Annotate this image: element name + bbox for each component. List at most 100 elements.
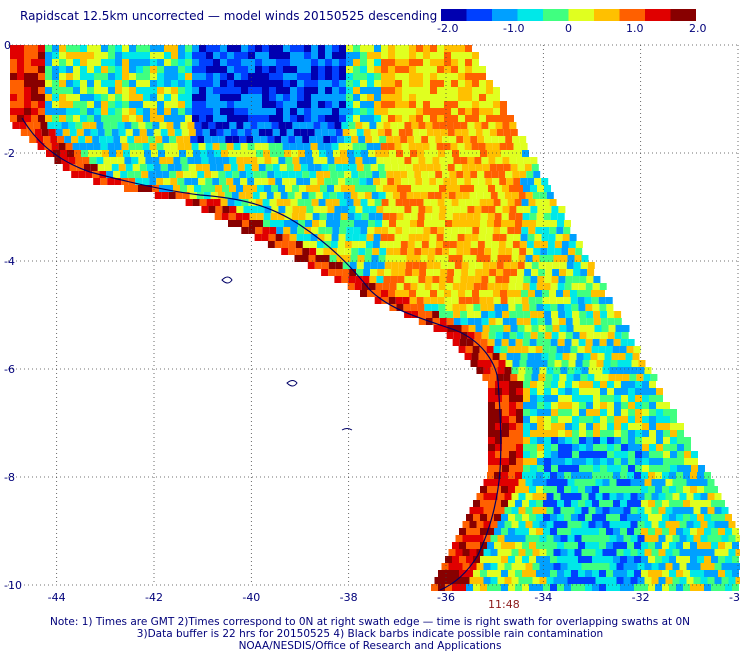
wind-pixel (684, 465, 691, 472)
wind-pixel (533, 563, 540, 570)
wind-pixel (367, 108, 374, 115)
wind-pixel (155, 171, 162, 178)
wind-pixel (575, 493, 582, 500)
wind-pixel (425, 283, 432, 290)
wind-pixel (541, 360, 548, 367)
wind-pixel (46, 150, 53, 157)
wind-pixel (226, 178, 233, 185)
wind-pixel (589, 493, 596, 500)
wind-pixel (614, 388, 621, 395)
wind-pixel (148, 171, 155, 178)
wind-pixel (555, 360, 562, 367)
wind-pixel (711, 556, 718, 563)
wind-pixel (199, 94, 206, 101)
wind-pixel (466, 542, 473, 549)
wind-pixel (214, 150, 221, 157)
wind-pixel (378, 262, 385, 269)
wind-pixel (579, 465, 586, 472)
wind-pixel (451, 87, 458, 94)
wind-pixel (52, 115, 59, 122)
wind-pixel (613, 514, 620, 521)
wind-pixel (593, 339, 600, 346)
wind-pixel (248, 87, 255, 94)
wind-pixel (474, 276, 481, 283)
wind-pixel (302, 136, 309, 143)
wind-pixel (496, 318, 503, 325)
wind-pixel (509, 185, 516, 192)
wind-pixel (277, 150, 284, 157)
wind-pixel (423, 290, 430, 297)
wind-pixel (414, 171, 421, 178)
wind-pixel (241, 66, 248, 73)
wind-pixel (452, 542, 459, 549)
wind-pixel (519, 549, 526, 556)
wind-pixel (395, 101, 402, 108)
wind-pixel (411, 122, 418, 129)
wind-pixel (31, 108, 38, 115)
wind-pixel (585, 542, 592, 549)
wind-pixel (351, 171, 358, 178)
wind-pixel (484, 577, 491, 584)
wind-pixel (421, 192, 428, 199)
wind-pixel (656, 458, 663, 465)
wind-pixel (476, 262, 483, 269)
wind-pixel (599, 472, 606, 479)
wind-pixel (337, 248, 344, 255)
wind-pixel (512, 493, 519, 500)
wind-pixel (73, 66, 80, 73)
wind-pixel (652, 563, 659, 570)
wind-pixel (663, 444, 670, 451)
wind-pixel (385, 129, 392, 136)
wind-pixel (80, 94, 87, 101)
wind-pixel (227, 143, 234, 150)
wind-pixel (663, 458, 670, 465)
wind-pixel (93, 178, 100, 185)
wind-pixel (229, 185, 236, 192)
wind-pixel (444, 87, 451, 94)
wind-pixel (488, 381, 495, 388)
wind-pixel (206, 80, 213, 87)
wind-pixel (519, 521, 526, 528)
wind-pixel (305, 199, 312, 206)
wind-pixel (306, 206, 313, 213)
wind-pixel (617, 563, 624, 570)
wind-pixel (292, 206, 299, 213)
wind-pixel (320, 213, 327, 220)
wind-pixel (304, 143, 311, 150)
wind-pixel (465, 227, 472, 234)
wind-pixel (544, 185, 551, 192)
wind-pixel (425, 311, 432, 318)
wind-pixel (630, 367, 637, 374)
wind-pixel (101, 59, 108, 66)
wind-pixel (593, 465, 600, 472)
wind-pixel (494, 584, 501, 591)
wind-pixel (673, 577, 680, 584)
wind-pixel (453, 122, 460, 129)
wind-pixel (635, 451, 642, 458)
wind-pixel (141, 136, 148, 143)
wind-pixel (479, 353, 486, 360)
wind-pixel (404, 283, 411, 290)
wind-pixel (479, 101, 486, 108)
wind-pixel (528, 353, 535, 360)
wind-pixel (550, 514, 557, 521)
wind-pixel (590, 360, 597, 367)
wind-pixel (677, 458, 684, 465)
wind-pixel (176, 136, 183, 143)
wind-pixel (617, 479, 624, 486)
wind-pixel (388, 66, 395, 73)
wind-pixel (346, 59, 353, 66)
wind-pixel (150, 52, 157, 59)
wind-pixel (408, 241, 415, 248)
wind-pixel (663, 409, 670, 416)
wind-pixel (593, 409, 600, 416)
wind-pixel (495, 206, 502, 213)
wind-pixel (618, 360, 625, 367)
wind-pixel (544, 381, 551, 388)
wind-pixel (122, 52, 129, 59)
wind-pixel (697, 528, 704, 535)
wind-pixel (694, 549, 701, 556)
wind-pixel (620, 472, 627, 479)
wind-pixel (628, 444, 635, 451)
wind-pixel (213, 101, 220, 108)
